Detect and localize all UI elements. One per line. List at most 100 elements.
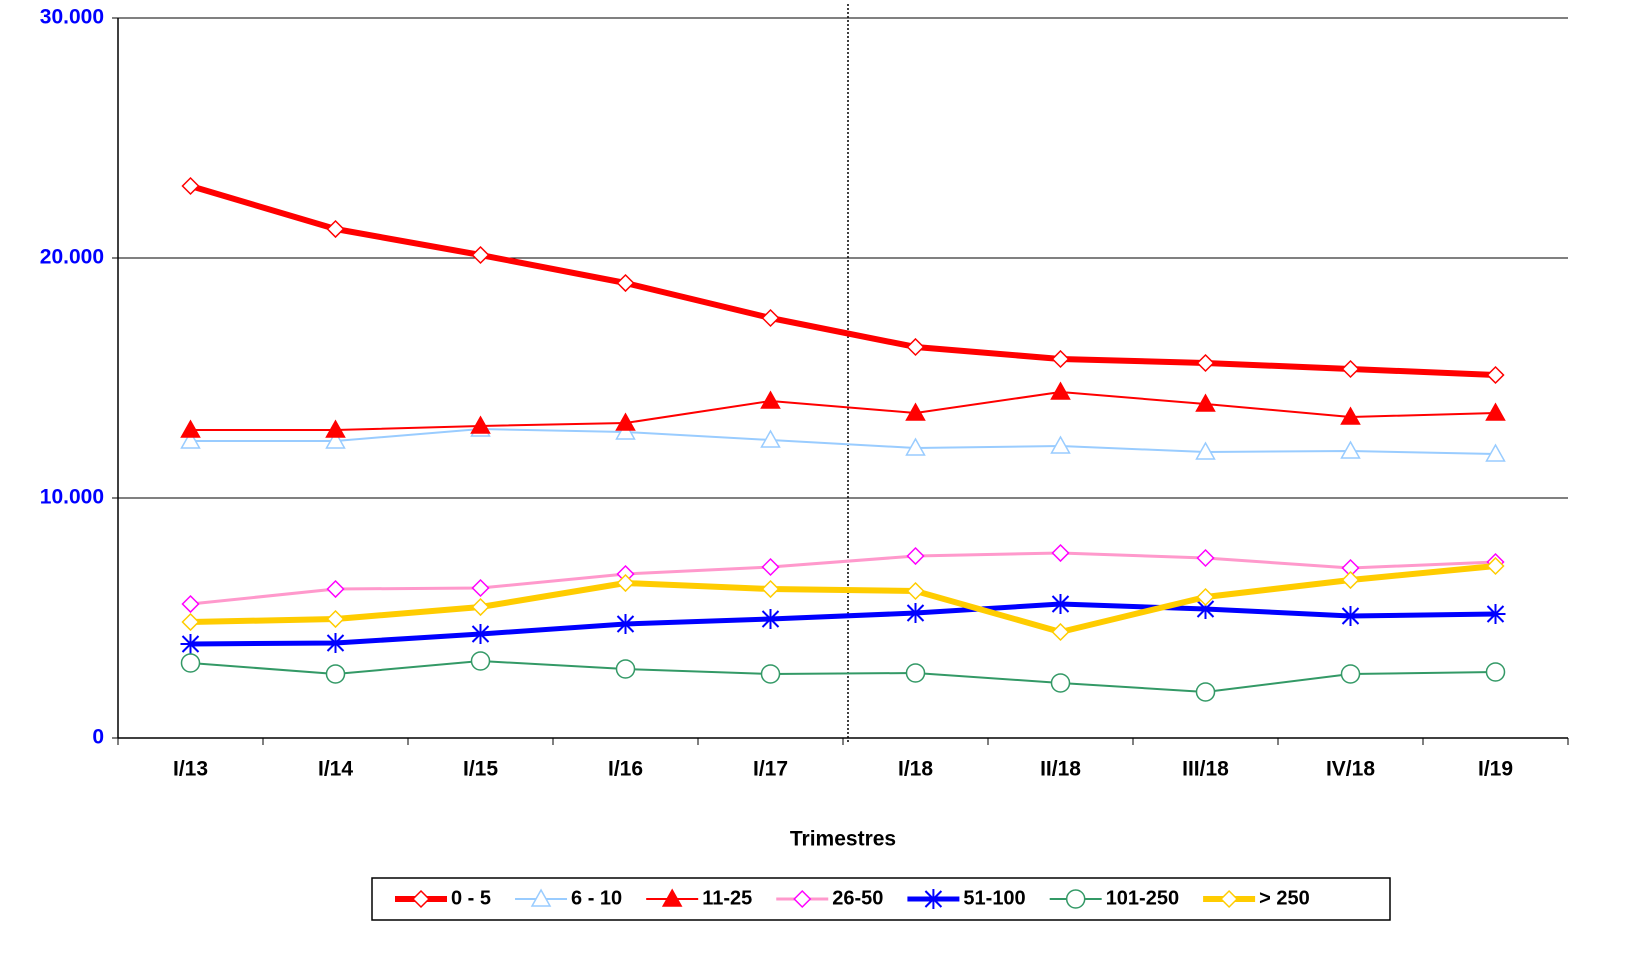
- marker: [760, 429, 781, 448]
- marker: [1196, 548, 1215, 568]
- series: [180, 594, 1506, 654]
- marker: [471, 578, 490, 598]
- series-line: [189, 183, 1496, 378]
- marker: [1341, 359, 1360, 379]
- marker: [1051, 349, 1070, 369]
- marker: [325, 633, 346, 654]
- marker: [760, 664, 781, 684]
- marker: [180, 430, 201, 449]
- marker: [923, 889, 944, 909]
- y-tick-label: 10.000: [40, 486, 104, 509]
- marker: [1220, 889, 1239, 909]
- x-tick-label: IV/18: [1326, 758, 1375, 781]
- marker: [615, 421, 636, 440]
- legend-label: 6 - 10: [571, 887, 622, 909]
- marker: [615, 412, 636, 431]
- series: [180, 418, 1506, 462]
- x-tick-label: I/16: [608, 758, 643, 781]
- marker: [1195, 599, 1216, 619]
- series: [180, 381, 1506, 438]
- series-line: [190, 563, 1496, 635]
- marker: [1195, 682, 1216, 702]
- x-tick-label: I/19: [1478, 758, 1513, 781]
- marker: [905, 437, 926, 456]
- marker: [761, 308, 780, 328]
- marker: [1486, 365, 1505, 385]
- marker: [1485, 662, 1506, 682]
- marker: [1340, 664, 1361, 684]
- marker: [1196, 353, 1215, 373]
- marker: [181, 594, 200, 614]
- marker: [905, 663, 926, 683]
- marker: [1340, 406, 1361, 425]
- marker: [1050, 594, 1071, 615]
- marker: [906, 337, 925, 357]
- marker: [1195, 441, 1216, 460]
- marker: [325, 419, 346, 438]
- x-tick-label: I/13: [173, 758, 208, 781]
- marker: [1485, 402, 1506, 421]
- x-tick-label: I/17: [753, 758, 788, 781]
- marker: [661, 888, 683, 907]
- marker: [530, 888, 552, 907]
- legend-label: 0 - 5: [451, 887, 491, 909]
- marker: [1486, 556, 1505, 576]
- marker: [181, 176, 200, 196]
- marker: [180, 419, 201, 438]
- marker: [470, 415, 491, 434]
- legend-label: 11-25: [702, 887, 752, 909]
- marker: [471, 597, 490, 617]
- legend-label: 26-50: [832, 887, 883, 909]
- marker: [616, 273, 635, 293]
- marker: [1050, 673, 1071, 693]
- marker: [1050, 381, 1071, 400]
- marker: [326, 609, 345, 629]
- series: [181, 543, 1505, 614]
- marker: [906, 546, 925, 566]
- legend-label: 101-250: [1106, 887, 1179, 909]
- marker: [760, 390, 781, 409]
- marker: [905, 402, 926, 421]
- marker: [470, 624, 491, 645]
- marker: [1340, 606, 1361, 627]
- series-line: [190, 660, 1496, 693]
- marker: [180, 653, 201, 673]
- marker: [616, 573, 635, 593]
- x-tick-label: I/18: [898, 758, 933, 781]
- legend-label: 51-100: [963, 887, 1025, 909]
- x-tick-label: I/15: [463, 758, 498, 781]
- marker: [761, 557, 780, 577]
- marker: [181, 612, 200, 632]
- marker: [615, 659, 636, 679]
- y-tick-label: 30.000: [40, 6, 104, 29]
- x-tick-label: II/18: [1040, 758, 1081, 781]
- series-line: [190, 601, 1496, 647]
- marker: [760, 609, 781, 630]
- marker: [1195, 393, 1216, 412]
- series: [180, 651, 1506, 702]
- marker: [1065, 889, 1086, 909]
- marker: [411, 889, 431, 909]
- marker: [326, 219, 345, 239]
- y-tick-label: 0: [92, 726, 104, 749]
- marker: [793, 889, 812, 909]
- legend-label: > 250: [1259, 887, 1310, 909]
- x-tick-label: I/14: [318, 758, 353, 781]
- marker: [471, 245, 490, 265]
- marker: [1341, 570, 1360, 590]
- marker: [615, 614, 636, 634]
- marker: [1485, 443, 1506, 462]
- series-line: [190, 551, 1496, 606]
- legend: 0 - 5 6 - 10 11-25 26-50 51-100 101-250 > 250: [371, 877, 1391, 921]
- marker: [180, 633, 201, 654]
- marker: [1050, 435, 1071, 454]
- marker: [1485, 603, 1506, 624]
- marker: [1196, 587, 1215, 607]
- x-axis-title: Trimestres: [790, 828, 896, 851]
- series: [181, 176, 1505, 385]
- marker: [906, 581, 925, 601]
- marker: [1051, 622, 1070, 642]
- series-line: [190, 390, 1496, 432]
- x-tick-label: III/18: [1182, 758, 1229, 781]
